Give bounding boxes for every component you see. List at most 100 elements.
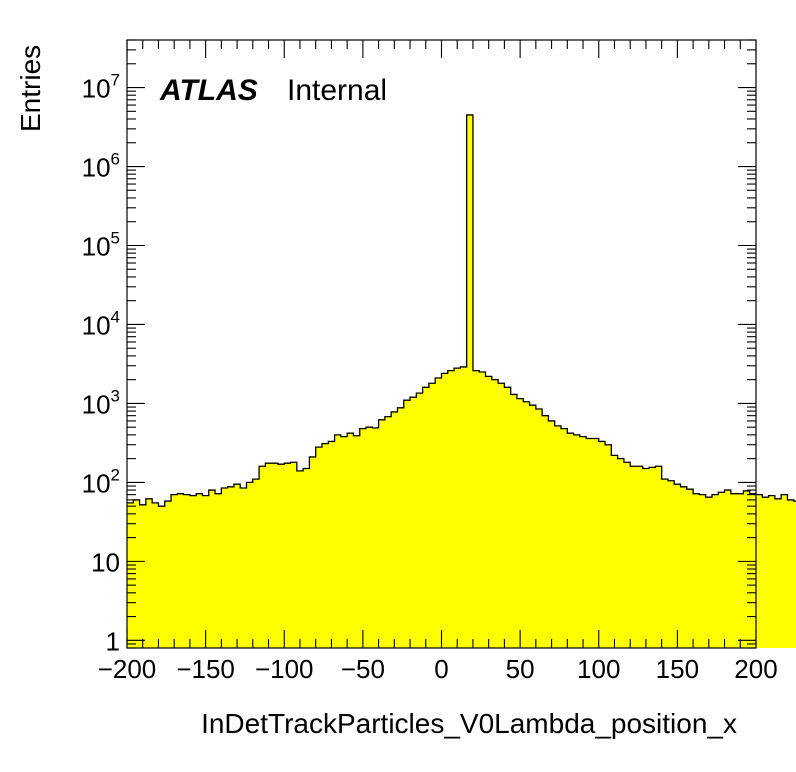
y-tick-base: 10 (82, 153, 111, 183)
histogram-bin (592, 438, 600, 648)
histogram-bin (259, 466, 266, 648)
y-tick-base: 10 (82, 468, 111, 498)
histogram-bin (127, 502, 134, 648)
histogram-bin (479, 372, 486, 648)
histogram-bin (416, 393, 424, 648)
y-tick-exponent: 3 (111, 386, 120, 405)
histogram-bin (491, 379, 499, 648)
histogram-bin (397, 407, 405, 648)
y-tick-exponent: 5 (111, 228, 120, 247)
histogram-bin (711, 494, 719, 648)
histogram-bin (737, 493, 744, 648)
histogram-bin (661, 479, 669, 648)
y-tick-base: 10 (82, 231, 111, 261)
histogram-outline (127, 114, 796, 507)
histogram-bin (321, 443, 329, 648)
histogram-bin (145, 498, 153, 648)
atlas-label: ATLAS (159, 74, 258, 107)
histogram-bin (139, 504, 147, 648)
histogram-bin (630, 466, 637, 648)
histogram-bin (504, 387, 512, 648)
histogram-bin (164, 501, 172, 648)
x-tick-label: 200 (734, 654, 777, 684)
histogram-bin (510, 394, 518, 648)
histogram-bin (183, 494, 191, 648)
histogram-bin (705, 497, 713, 648)
histogram-bin (756, 494, 763, 648)
y-tick-label: 105 (82, 228, 120, 261)
histogram-bin (227, 486, 235, 648)
histogram-bin (158, 506, 166, 648)
histogram-bin (290, 462, 298, 648)
y-tick-base: 10 (82, 389, 111, 419)
histogram-bin (793, 501, 796, 648)
histogram-bin (422, 387, 430, 648)
histogram-bin (567, 433, 574, 648)
y-tick-base: 10 (82, 310, 111, 340)
histogram-bin (315, 447, 323, 648)
histogram-bin (428, 383, 436, 648)
histogram-bin (372, 427, 379, 648)
histogram-bin (435, 377, 442, 648)
y-tick-label: 1 (106, 626, 120, 656)
histogram-bin (378, 419, 386, 648)
histogram-bin (277, 464, 285, 648)
y-tick-label: 104 (82, 307, 120, 340)
histogram-bin (347, 433, 354, 648)
y-tick-label: 102 (82, 465, 120, 498)
histogram-bin (202, 495, 210, 648)
histogram-bin (718, 492, 725, 648)
histogram-bin (774, 498, 782, 648)
histogram-bin (674, 484, 681, 648)
x-tick-label: 0 (434, 654, 448, 684)
histogram-bin (730, 493, 738, 648)
x-tick-label: 100 (577, 654, 620, 684)
histogram-bin (743, 490, 751, 648)
histogram-bin (768, 495, 776, 648)
histogram-bin (498, 383, 505, 648)
histogram-bin (781, 494, 788, 648)
histogram-bin (680, 486, 688, 648)
histogram-bin (447, 370, 455, 648)
histogram-bin (573, 434, 581, 648)
y-tick-base: 1 (106, 626, 120, 656)
histogram-bin (762, 497, 769, 648)
histogram-bin (296, 470, 304, 648)
histogram-bin (252, 479, 260, 648)
histogram-bin (611, 455, 619, 648)
histogram-bin (454, 368, 461, 648)
y-tick-exponent: 4 (111, 307, 120, 326)
histogram-bin (233, 484, 241, 648)
internal-label: Internal (287, 74, 387, 107)
histogram-bin (177, 493, 185, 648)
histogram-bin (586, 438, 593, 648)
histogram-bin (623, 462, 631, 648)
histogram-bin (215, 493, 222, 648)
histogram-bin (554, 425, 562, 648)
histogram-bin (472, 370, 480, 648)
histogram-bin (189, 495, 197, 648)
histogram-bin (636, 466, 644, 648)
histogram-bars (127, 114, 796, 648)
histogram-bin (196, 493, 203, 648)
histogram-bin (523, 401, 530, 648)
x-tick-label: −200 (98, 654, 157, 684)
histogram-bin (391, 411, 398, 648)
x-tick-label: 50 (506, 654, 535, 684)
histogram-bin (171, 494, 178, 648)
histogram-bin (686, 489, 694, 648)
histogram-bin (271, 463, 279, 648)
histogram-bin (542, 415, 549, 648)
histogram-bin (516, 398, 524, 648)
histogram-bin (655, 466, 663, 648)
histogram-bin (642, 468, 650, 648)
y-tick-exponent: 7 (111, 71, 120, 90)
histogram-bin (410, 397, 417, 648)
histogram-bin (529, 405, 537, 648)
x-axis-title: InDetTrackParticles_V0Lambda_position_x (201, 708, 737, 739)
histogram-bin (441, 373, 449, 648)
histogram-bin (535, 409, 543, 648)
histogram-bin (460, 366, 468, 648)
